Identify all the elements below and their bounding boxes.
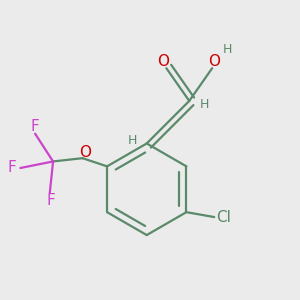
Text: F: F: [8, 160, 16, 175]
Text: O: O: [157, 53, 169, 68]
Text: H: H: [127, 134, 137, 147]
Text: H: H: [223, 43, 232, 56]
Text: F: F: [46, 193, 55, 208]
Text: H: H: [199, 98, 209, 111]
Text: O: O: [79, 146, 91, 160]
Text: F: F: [30, 119, 39, 134]
Text: Cl: Cl: [216, 210, 231, 225]
Text: O: O: [208, 53, 220, 68]
